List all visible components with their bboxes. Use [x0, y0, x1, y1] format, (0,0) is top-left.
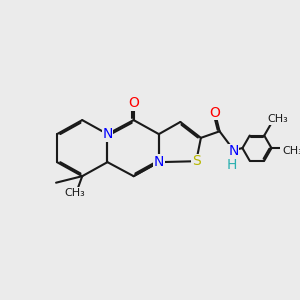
- Text: CH₃: CH₃: [282, 146, 300, 156]
- Text: O: O: [128, 96, 139, 110]
- Text: S: S: [192, 154, 201, 168]
- Text: CH₃: CH₃: [64, 188, 85, 197]
- Text: N: N: [154, 155, 164, 169]
- Text: O: O: [209, 106, 220, 120]
- Text: N: N: [102, 127, 112, 141]
- Text: N: N: [228, 144, 239, 158]
- Text: CH₃: CH₃: [267, 114, 288, 124]
- Text: H: H: [226, 158, 237, 172]
